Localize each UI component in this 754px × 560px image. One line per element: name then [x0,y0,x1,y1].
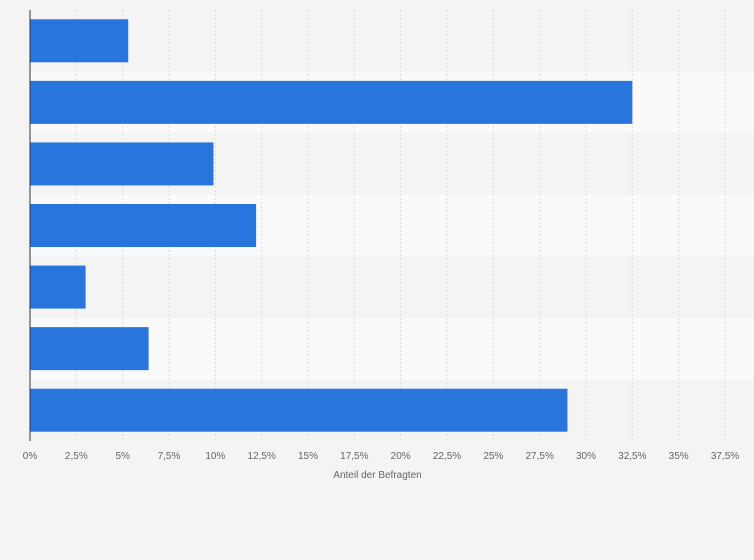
x-tick-label: 32,5% [618,451,646,462]
x-tick-label: 10% [205,451,225,462]
x-tick-label: 2,5% [65,451,88,462]
bars [30,19,633,432]
x-axis-title: Anteil der Befragten [333,470,421,481]
bar[interactable] [30,80,633,124]
x-tick-label: 5% [115,451,130,462]
x-tick-label: 22,5% [433,451,461,462]
x-tick-label: 37,5% [711,451,739,462]
bar[interactable] [30,265,86,309]
bar[interactable] [30,204,257,247]
row-band [30,10,753,72]
x-tick-label: 7,5% [158,451,181,462]
bar[interactable] [30,142,214,186]
x-tick-label: 0% [23,451,38,462]
x-tick-label: 15% [298,451,318,462]
bar[interactable] [30,327,149,371]
row-band [30,317,753,380]
x-tick-label: 30% [576,451,596,462]
bar[interactable] [30,388,568,432]
x-tick-labels: 0% 2,5% 5% 7,5% 10% 12,5% 15% 17,5% 20% 22,5% 25% 2… [23,451,740,462]
x-tick-label: 27,5% [525,451,553,462]
x-tick-label: 12,5% [247,451,275,462]
x-tick-label: 17,5% [340,451,368,462]
bar[interactable] [30,19,129,63]
x-tick-label: 35% [669,451,689,462]
row-band [30,256,753,318]
row-bands [30,10,753,441]
x-tick-label: 25% [483,451,503,462]
x-tick-label: 20% [391,451,411,462]
